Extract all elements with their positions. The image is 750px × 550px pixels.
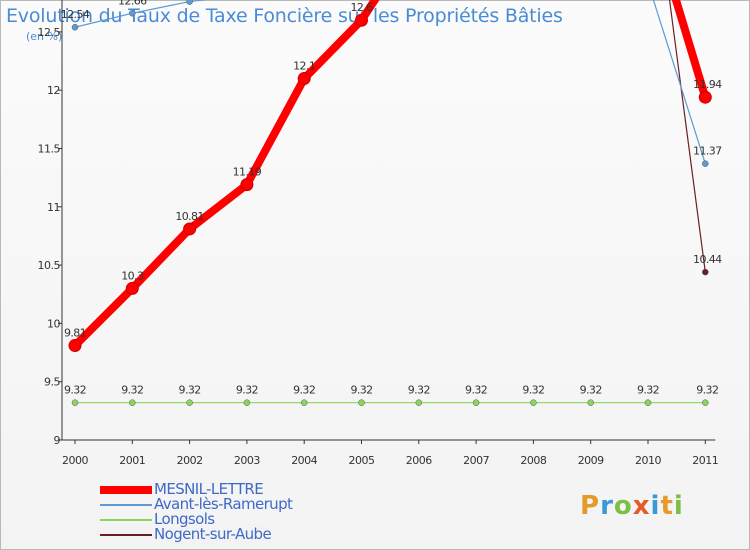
y-tick-label: 12.5 [38,26,61,39]
data-point [243,399,251,406]
data-label: 12.1 [293,60,315,73]
y-tick-label: 11.5 [38,143,61,156]
data-label: 12.6 [350,1,373,14]
x-tick-label: 2002 [177,454,203,467]
data-point [358,399,365,406]
data-label: 9.32 [637,384,659,397]
x-tick-label: 2001 [119,454,145,467]
data-point [587,399,594,406]
data-point [125,281,139,295]
data-label: 9.32 [236,384,258,397]
x-tick-label: 2009 [578,454,604,467]
y-tick-label: 9 [54,434,61,447]
data-point [129,9,136,17]
data-point [702,399,709,406]
data-point [355,13,368,27]
x-tick-label: 2000 [62,454,88,467]
x-tick-label: 2007 [463,454,489,467]
series-line-mesnil-lettre [72,0,710,349]
data-label: 9.81 [64,327,86,340]
legend-swatch [100,486,152,494]
data-point [183,222,197,236]
x-tick-label: 2006 [406,454,432,467]
data-point [71,23,79,31]
data-point [644,399,652,406]
data-label: 10.44 [693,253,722,266]
x-tick-label: 2004 [291,454,317,467]
unit-label: (en %) [26,30,63,43]
y-tick-label: 10 [47,317,60,330]
data-label: 9.32 [465,384,487,397]
legend-swatch [100,504,152,506]
y-tick-label: 10.5 [38,259,61,272]
x-tick-label: 2005 [349,454,375,467]
data-point [68,339,82,353]
y-tick-label: 11 [47,201,60,214]
legend-label: Longsols [154,510,215,528]
data-label: 9.32 [522,384,544,397]
legend-swatch [100,519,152,521]
x-tick-label: 2011 [692,454,718,467]
data-label: 10.81 [175,210,204,223]
y-tick-label: 12 [47,84,60,97]
legend-swatch [100,534,152,536]
data-label: 9.32 [293,384,315,397]
data-point [186,399,193,406]
data-point [702,160,709,167]
data-point [702,268,709,276]
data-point [240,178,254,192]
data-point [186,0,193,5]
data-label: 9.32 [179,384,201,397]
data-point [300,399,308,406]
data-label: 11.19 [233,166,262,179]
x-tick-label: 2010 [635,454,661,467]
y-tick-label: 9.5 [44,376,60,389]
series-line-nogent-sur-aube [668,0,706,273]
data-point [297,72,311,86]
x-tick-label: 2008 [520,454,546,467]
legend-label: Nogent-sur-Aube [154,525,272,543]
data-label: 11.37 [693,145,722,158]
series-line-avant-l-s-ramerupt [74,0,706,164]
data-point [129,399,136,406]
data-label: 9.32 [696,384,718,397]
data-label: 9.32 [350,384,372,397]
data-point [415,399,423,406]
data-label: 9.32 [408,384,430,397]
data-point [698,90,712,104]
legend-label: Avant-lès-Ramerupt [154,495,293,513]
data-label: 11.94 [693,78,722,91]
data-label: 9.32 [64,384,86,397]
data-label: 12.54 [61,8,90,21]
proxiti-logo: Proxiti [580,491,684,521]
data-label: 9.32 [580,384,602,397]
data-label: 12.66 [118,0,147,7]
data-label: 9.32 [121,384,143,397]
data-point [530,399,537,406]
legend-label: MESNIL-LETTRE [154,480,264,498]
x-tick-label: 2003 [234,454,260,467]
data-point [71,399,79,406]
data-point [472,399,480,406]
data-label: 10.3 [121,269,144,282]
